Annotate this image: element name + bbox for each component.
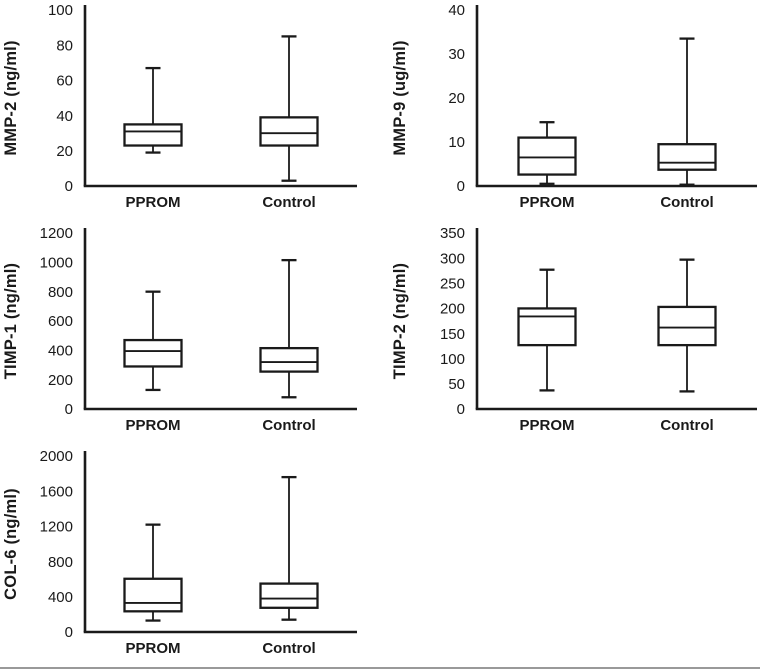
y-tick-label: 800 [48, 554, 73, 571]
y-tick-label: 1200 [40, 225, 73, 242]
y-tick-label: 300 [440, 250, 465, 267]
category-label-control: Control [660, 194, 713, 211]
category-label-pprom: PPROM [519, 194, 574, 211]
y-tick-label: 0 [65, 401, 73, 418]
y-tick-label: 200 [440, 301, 465, 318]
y-tick-label: 400 [48, 343, 73, 360]
y-tick-label: 20 [448, 90, 465, 107]
category-label-control: Control [262, 417, 315, 434]
panel-col6: 0 400 800 1200 1600 2000 PPROM Control COL-6 (ng… [0, 446, 380, 669]
control-box [259, 582, 319, 609]
category-label-control: Control [262, 194, 315, 211]
y-tick-label: 40 [448, 2, 465, 19]
y-tick-label: 400 [48, 589, 73, 606]
category-label-control: Control [660, 417, 713, 434]
control-box [259, 346, 319, 373]
pprom-box [517, 136, 577, 176]
category-label-pprom: PPROM [125, 417, 180, 434]
y-tick-label: 1000 [40, 255, 73, 272]
boxplot-mmp9-svg: 0 10 20 30 40 PPROM Control MMP-9 (ug/ml) [391, 2, 757, 211]
boxplot-col6-svg: 0 400 800 1200 1600 2000 PPROM Control COL-6 (ng… [2, 448, 357, 657]
figure-bottom-border [0, 667, 760, 669]
category-label-pprom: PPROM [125, 640, 180, 657]
y-tick-label: 1200 [40, 519, 73, 536]
panel-mmp9: 0 10 20 30 40 PPROM Control MMP-9 (ug/ml) [380, 0, 760, 223]
y-tick-label: 200 [48, 372, 73, 389]
pprom-box [123, 123, 183, 147]
y-tick-label: 50 [448, 376, 465, 393]
panel-mmp2: 0 20 40 60 80 100 PPROM Control MMP-2 (ng/ml) [0, 0, 380, 223]
y-axis-label: TIMP-1 (ng/ml) [2, 263, 20, 379]
boxplot-timp2-svg: 0 50 100 150 200 250 300 350 PPROM Control TIMP-2 … [391, 225, 757, 434]
control-box [657, 305, 717, 347]
y-tick-label: 100 [48, 2, 73, 19]
y-tick-label: 800 [48, 284, 73, 301]
y-axis-label: MMP-2 (ng/ml) [2, 40, 20, 155]
y-tick-label: 40 [56, 108, 73, 125]
y-tick-label: 350 [440, 225, 465, 242]
y-tick-label: 80 [56, 37, 73, 54]
y-tick-label: 2000 [40, 448, 73, 465]
y-tick-label: 30 [448, 46, 465, 63]
panel-timp1: 0 200 400 600 800 1000 1200 PPROM Control TIMP-1 … [0, 223, 380, 446]
y-axis-label: TIMP-2 (ng/ml) [391, 263, 409, 379]
y-tick-label: 10 [448, 134, 465, 151]
pprom-box [123, 577, 183, 613]
category-label-pprom: PPROM [519, 417, 574, 434]
control-box [657, 143, 717, 171]
y-axis-label: MMP-9 (ug/ml) [391, 40, 409, 155]
category-label-control: Control [262, 640, 315, 657]
y-axis-label: COL-6 (ng/ml) [2, 488, 20, 600]
pprom-box [123, 338, 183, 368]
y-tick-label: 0 [65, 178, 73, 195]
y-tick-label: 20 [56, 143, 73, 160]
y-tick-label: 100 [440, 351, 465, 368]
y-tick-label: 0 [65, 624, 73, 641]
boxplot-timp1-svg: 0 200 400 600 800 1000 1200 PPROM Control TIMP-1 … [2, 225, 357, 434]
y-tick-label: 250 [440, 275, 465, 292]
pprom-box [517, 307, 577, 347]
y-tick-label: 150 [440, 326, 465, 343]
y-tick-label: 1600 [40, 483, 73, 500]
y-tick-label: 600 [48, 313, 73, 330]
category-label-pprom: PPROM [125, 194, 180, 211]
y-tick-label: 0 [457, 401, 465, 418]
empty-panel [380, 446, 760, 669]
y-tick-label: 60 [56, 73, 73, 90]
y-tick-label: 0 [457, 178, 465, 195]
boxplot-mmp2-svg: 0 20 40 60 80 100 PPROM Control MMP-2 (ng/ml) [2, 2, 357, 211]
control-box [259, 116, 319, 147]
panel-timp2: 0 50 100 150 200 250 300 350 PPROM Control TIMP-2 … [380, 223, 760, 446]
